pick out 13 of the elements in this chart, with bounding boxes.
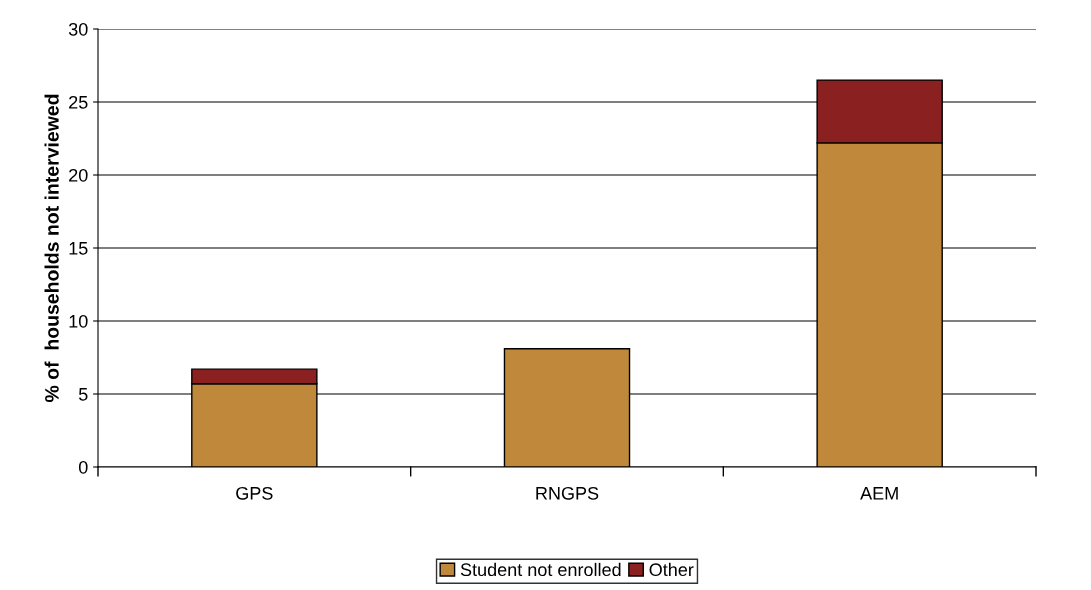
y-tick-label: 10	[69, 314, 88, 328]
y-tick-label: 0	[78, 460, 88, 474]
x-tick-label: AEM	[860, 487, 898, 500]
y-tick-label: 15	[69, 242, 88, 255]
y-tick-label: 25	[69, 95, 88, 109]
y-tick-label: 20	[69, 168, 88, 182]
x-tick-label: GPS	[236, 486, 273, 500]
legend-label: Student not enrolled	[460, 562, 621, 577]
x-tick-label: RNGPS	[536, 486, 599, 500]
y-axis-title: % of households not interviewed	[44, 94, 59, 402]
legend-label: Other	[649, 562, 694, 577]
y-tick-label: 5	[78, 388, 88, 401]
y-tick-label: 30	[68, 22, 88, 36]
